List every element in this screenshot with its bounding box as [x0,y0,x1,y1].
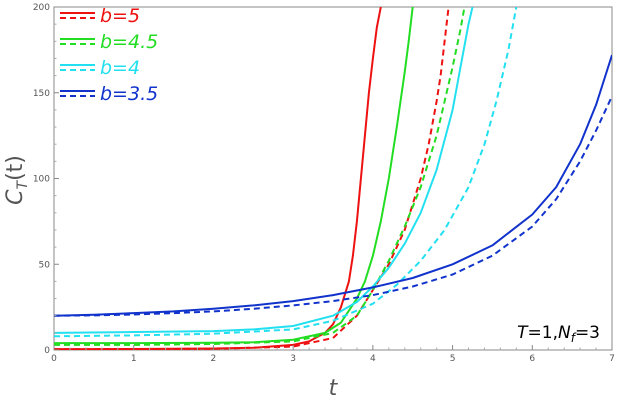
annotation: T=1,Nf=3 [517,323,600,345]
annotation-e: =3 [575,323,600,343]
y-axis-title-arg: (t) [3,155,28,181]
legend-label: b=5 [100,5,140,27]
annotation-a: T [517,323,529,343]
annotation-c: N [558,323,571,343]
y-tick-label: 0 [44,346,50,356]
x-tick-label: 0 [51,354,57,364]
x-tick-label: 6 [529,354,535,364]
series-line-1-dashed [54,7,450,350]
legend: b=5 b=4.5 b=4 b=3.5 [60,5,158,105]
x-axis-title: t [329,376,339,401]
series-line-6-solid [54,54,612,317]
series-layer [54,7,612,350]
legend-label: b=3.5 [100,83,158,105]
annotation-d: f [571,331,577,345]
svg-text:CT(t): CT(t) [3,155,31,205]
x-tick-label: 3 [290,354,296,364]
y-tick-label: 200 [33,3,50,13]
y-tick-label: 50 [39,260,51,270]
x-tick-label: 1 [131,354,137,364]
legend-label: b=4 [100,57,140,79]
series-line-3-dashed [54,7,466,346]
legend-label: b=4.5 [100,31,158,53]
annotation-b: =1, [528,323,558,343]
y-axis-ticks: 0 50 100 150 200 [33,3,59,356]
series-line-5-dashed [54,7,518,338]
y-axis-title-main: C [3,189,28,205]
x-tick-label: 4 [370,354,376,364]
x-tick-label: 5 [450,354,456,364]
x-tick-label: 7 [609,354,615,364]
x-axis-ticks: 0 1 2 3 4 5 6 7 [51,345,615,364]
series-line-7-dashed [54,95,612,317]
series-line-4-solid [54,7,474,334]
x-tick-label: 2 [211,354,217,364]
y-axis-title-sub: T [15,179,31,189]
y-tick-label: 150 [33,89,50,99]
y-axis-title: CT(t) [3,155,31,205]
y-tick-label: 100 [33,175,50,185]
series-line-0-solid [54,7,382,350]
